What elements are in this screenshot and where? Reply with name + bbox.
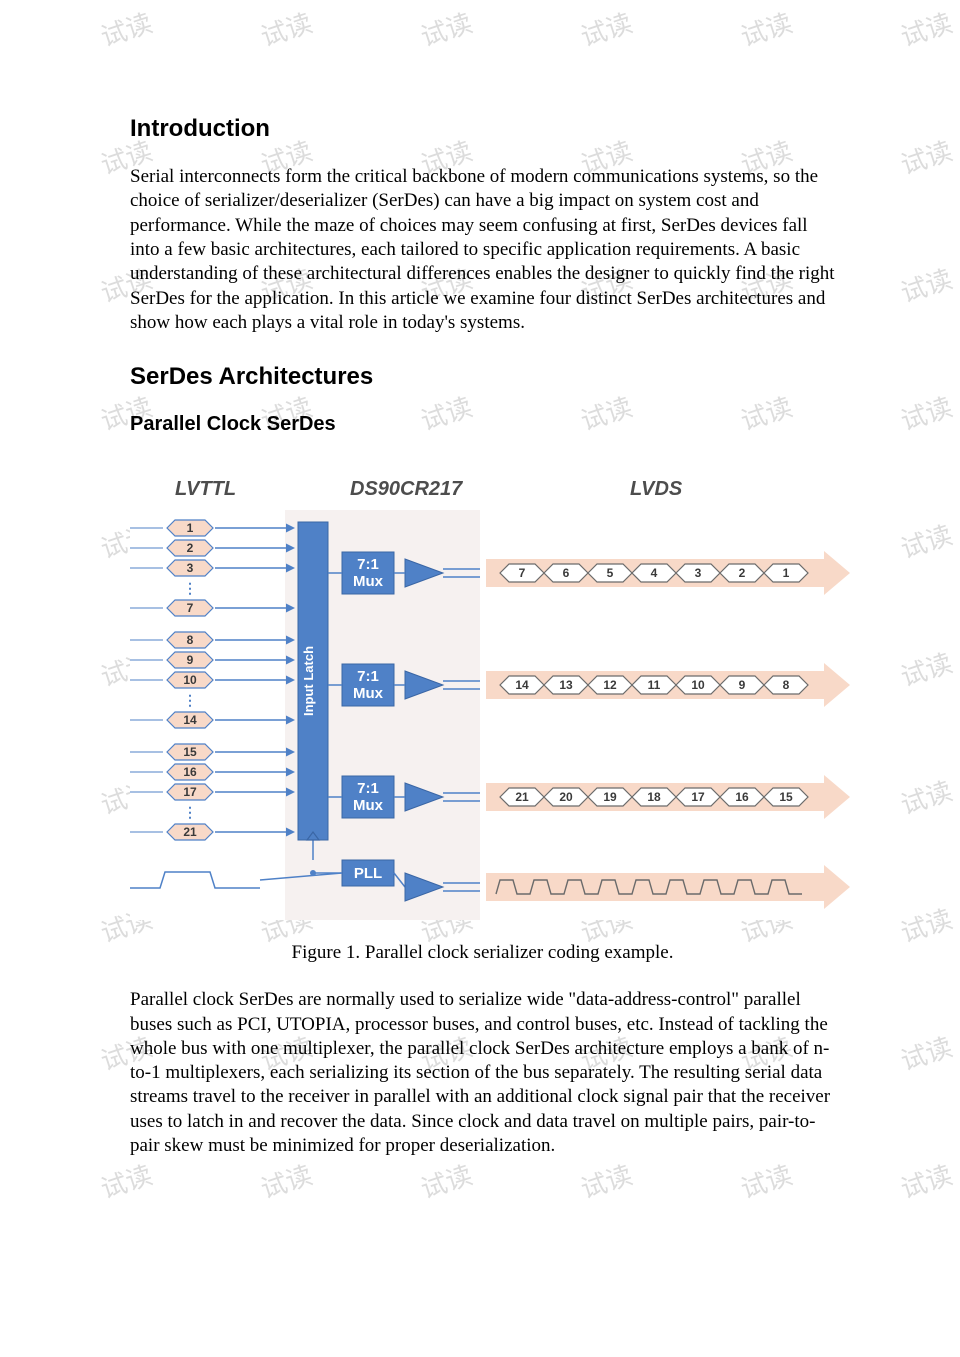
svg-text:9: 9 xyxy=(187,653,194,667)
page-content: Introduction Serial interconnects form t… xyxy=(0,0,960,1278)
svg-text:18: 18 xyxy=(647,790,661,804)
svg-text:7: 7 xyxy=(187,601,194,615)
svg-text:Mux: Mux xyxy=(353,797,384,814)
figure-1-svg: LVTTLDS90CR217LVDSInput Latch123⋮77:1Mux… xyxy=(130,450,850,920)
svg-text:LVTTL: LVTTL xyxy=(175,478,236,500)
svg-text:Input Latch: Input Latch xyxy=(301,646,316,716)
svg-text:21: 21 xyxy=(183,825,197,839)
svg-text:Mux: Mux xyxy=(353,685,384,702)
heading-parallel-clock-serdes: Parallel Clock SerDes xyxy=(130,413,835,436)
svg-text:Mux: Mux xyxy=(353,573,384,590)
svg-text:2: 2 xyxy=(187,541,194,555)
paragraph-body-2: Parallel clock SerDes are normally used … xyxy=(130,988,835,1158)
svg-text:7: 7 xyxy=(519,566,526,580)
svg-text:1: 1 xyxy=(187,521,194,535)
svg-text:16: 16 xyxy=(183,765,197,779)
svg-text:7:1: 7:1 xyxy=(357,780,379,797)
svg-text:6: 6 xyxy=(563,566,570,580)
svg-text:7:1: 7:1 xyxy=(357,668,379,685)
heading-introduction: Introduction xyxy=(130,115,835,143)
svg-text:LVDS: LVDS xyxy=(630,478,683,500)
svg-text:10: 10 xyxy=(183,673,197,687)
svg-text:⋮: ⋮ xyxy=(183,692,197,708)
svg-text:⋮: ⋮ xyxy=(183,804,197,820)
svg-text:15: 15 xyxy=(183,745,197,759)
svg-text:17: 17 xyxy=(183,785,197,799)
svg-text:5: 5 xyxy=(607,566,614,580)
svg-text:20: 20 xyxy=(559,790,573,804)
figure-1: LVTTLDS90CR217LVDSInput Latch123⋮77:1Mux… xyxy=(130,450,835,920)
svg-text:8: 8 xyxy=(187,633,194,647)
svg-text:4: 4 xyxy=(651,566,658,580)
svg-text:10: 10 xyxy=(691,678,705,692)
svg-text:9: 9 xyxy=(739,678,746,692)
svg-text:12: 12 xyxy=(603,678,617,692)
figure-1-caption: Figure 1. Parallel clock serializer codi… xyxy=(130,942,835,964)
svg-text:3: 3 xyxy=(695,566,702,580)
svg-text:8: 8 xyxy=(783,678,790,692)
svg-text:15: 15 xyxy=(779,790,793,804)
svg-text:16: 16 xyxy=(735,790,749,804)
svg-text:14: 14 xyxy=(515,678,529,692)
svg-text:14: 14 xyxy=(183,713,197,727)
svg-text:2: 2 xyxy=(739,566,746,580)
svg-text:13: 13 xyxy=(559,678,573,692)
svg-text:21: 21 xyxy=(515,790,529,804)
svg-text:19: 19 xyxy=(603,790,617,804)
paragraph-intro: Serial interconnects form the critical b… xyxy=(130,165,835,335)
svg-text:1: 1 xyxy=(783,566,790,580)
svg-text:7:1: 7:1 xyxy=(357,556,379,573)
svg-text:11: 11 xyxy=(648,678,661,692)
svg-text:3: 3 xyxy=(187,561,194,575)
svg-text:⋮: ⋮ xyxy=(183,580,197,596)
svg-text:17: 17 xyxy=(691,790,705,804)
heading-serdes-architectures: SerDes Architectures xyxy=(130,363,835,391)
svg-text:DS90CR217: DS90CR217 xyxy=(350,478,463,500)
svg-text:PLL: PLL xyxy=(354,865,382,882)
